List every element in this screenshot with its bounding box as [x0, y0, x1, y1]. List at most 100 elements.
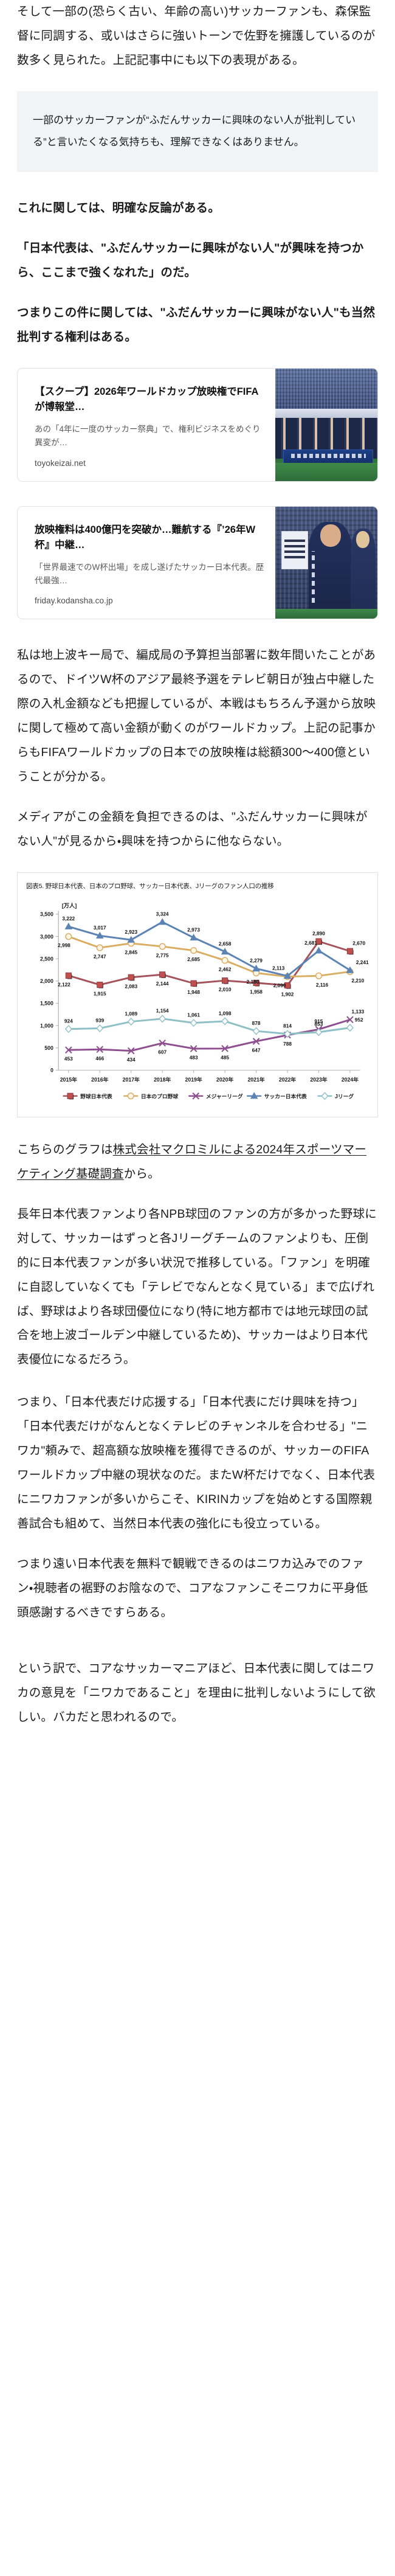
paragraph-fan-comparison: 長年日本代表ファンより各NPB球団のファンの方が多かった野球に対して、サッカーは…	[17, 1207, 377, 1367]
data-label: 788	[283, 1041, 292, 1047]
data-point-marker	[283, 971, 292, 979]
data-point-marker	[158, 918, 167, 925]
data-point-marker	[159, 1040, 166, 1047]
data-label: 952	[355, 1016, 363, 1022]
data-point-marker	[127, 1092, 134, 1100]
data-label: 2,775	[156, 952, 169, 958]
data-label: 2,462	[219, 966, 232, 972]
data-point-marker	[190, 980, 197, 987]
data-point-marker	[321, 1092, 329, 1100]
link-card-toyokeizai[interactable]: 【スクープ】2026年ワールドカップ放映権でFIFAが博報堂… あの「4年に一度…	[17, 367, 378, 482]
link-card-body: 【スクープ】2026年ワールドカップ放映権でFIFAが博報堂… あの「4年に一度…	[18, 369, 275, 481]
paragraph-niwaka-economics: つまり、「日本代表だけ応援する」「日本代表にだけ興味を持つ」「日本代表だけがなん…	[17, 1395, 376, 1531]
series-line	[67, 1018, 351, 1035]
legend-label: 日本のプロ野球	[141, 1092, 178, 1099]
data-point-marker	[346, 966, 354, 973]
link-card-friday[interactable]: 放映権料は400億円を突破か…難航する『’26年W杯』中継… 「世界最速でのW杯…	[17, 505, 378, 620]
chart-svg: 0 500 1,000 1,500 2,000 2,500 3,000 3,500 [万人] 20…	[40, 903, 369, 1100]
data-label: 1,089	[125, 1010, 137, 1016]
source-suffix: から。	[123, 1167, 160, 1181]
data-label: 1,154	[156, 1008, 169, 1014]
data-point-marker	[221, 948, 229, 955]
data-label: 915	[315, 1018, 323, 1024]
legend-item-サッカー日本代表: サッカー日本代表	[247, 1092, 307, 1099]
data-point-marker	[65, 972, 72, 979]
paragraph-rebuttal-line2: 「日本代表は、"ふだんサッカーに興味がない人"が興味を持つから、ここまで強くなれ…	[17, 241, 364, 279]
x-tick-label: 2016年	[91, 1076, 108, 1083]
data-label: 2,923	[125, 929, 137, 935]
data-label: 2,122	[58, 981, 70, 987]
link-card-description: 「世界最速でのW杯出場」を成し遂げたサッカー日本代表。歴代最強…	[35, 562, 264, 585]
x-tick-label: 2021年	[247, 1076, 264, 1083]
data-label: 2,670	[352, 940, 365, 946]
data-point-marker	[284, 982, 291, 988]
x-tick-label: 2017年	[123, 1076, 140, 1083]
blockquote-quote: 一部のサッカーファンが“ふだんサッカーに興味のない人が批判している”と言いたくな…	[17, 91, 378, 172]
macromill-survey-link[interactable]: 株式会社マクロミルによる2024年スポーツマーケティング基礎調査	[17, 1142, 367, 1181]
crowd-stand	[275, 368, 377, 411]
data-label: 2,845	[125, 949, 137, 955]
legend-label: 野球日本代表	[80, 1092, 112, 1099]
data-label: 1,948	[187, 989, 200, 995]
link-card-body: 放映権料は400億円を突破か…難航する『’26年W杯』中継… 「世界最速でのW杯…	[18, 507, 275, 619]
data-label: 1,133	[351, 1009, 364, 1015]
series-日本のプロ野球: 2,998 2,747 2,845 2,775 2,685 2,462 2,180 2,099…	[58, 933, 365, 988]
data-point-marker	[284, 1030, 292, 1038]
x-tick-label: 2024年	[342, 1076, 359, 1083]
data-point-marker	[252, 964, 260, 971]
series-line	[67, 940, 351, 987]
paragraph-rebuttal-line1: これに関しては、明確な反論がある。	[17, 201, 220, 215]
link-card-title: 【スクープ】2026年ワールドカップ放映権でFIFAが博報堂…	[35, 386, 259, 413]
data-point-marker	[159, 1015, 167, 1023]
x-tick-label: 2015年	[60, 1076, 77, 1083]
data-point-marker	[221, 1044, 228, 1052]
data-point-marker	[315, 938, 322, 945]
legend-label: メジャーリーグ	[206, 1092, 243, 1099]
data-label: 2,973	[187, 926, 200, 932]
data-label: 607	[158, 1049, 167, 1055]
legend-item-メジャーリーグ: メジャーリーグ	[188, 1092, 243, 1100]
series-line	[67, 1018, 351, 1052]
data-label: 853	[315, 1021, 323, 1027]
data-point-marker	[64, 1025, 72, 1033]
pitch-grass	[275, 608, 377, 619]
data-point-marker	[222, 977, 228, 984]
link-card-description: あの「4年に一度のサッカー祭典」で、権利ビジネスをめぐり異変が…	[35, 424, 261, 448]
data-point-marker	[127, 1047, 135, 1055]
article-page: そして一部の(恐らく古い、年齢の高い)サッカーファンも、森保監督に同調する、或い…	[17, 5, 378, 1724]
chart-canvas: 0 500 1,000 1,500 2,000 2,500 3,000 3,500 [万人] 20…	[24, 892, 371, 1111]
data-point-marker	[252, 1038, 260, 1045]
data-point-marker	[315, 972, 323, 979]
paragraph-gratitude: つまり遠い日本代表を無料で観戦できるのはニワカ込みでのファン・視聴者の裾野のお陰…	[17, 1557, 368, 1620]
data-label: 2,116	[316, 982, 329, 988]
data-label: 3,017	[94, 925, 106, 931]
legend-label: サッカー日本代表	[264, 1092, 307, 1099]
y-tick-label: 1,500	[40, 1001, 53, 1007]
data-point-marker	[97, 981, 103, 988]
y-tick-label: 2,500	[40, 956, 53, 962]
player-face	[355, 531, 369, 548]
jacket-stripe	[312, 551, 315, 603]
paragraph-broadcast-rights: 私は地上波キー局で、編成局の予算担当部署に数年間いたことがあるので、ドイツW杯の…	[17, 648, 376, 783]
link-card-title: 放映権料は400億円を突破か…難航する『’26年W杯』中継…	[35, 524, 256, 551]
data-point-marker	[95, 931, 104, 939]
link-card-domain: friday.kodansha.co.jp	[35, 596, 113, 606]
data-point-marker	[252, 1027, 260, 1035]
link-card-domain: toyokeizai.net	[35, 458, 86, 468]
data-label: 2,681	[304, 940, 317, 946]
series-Jリーグ: 924 939 1,089 1,154 1,061 1,098 878 814 853 952	[64, 1008, 363, 1038]
y-tick-label: 500	[44, 1045, 53, 1051]
y-tick-label: 1,000	[40, 1022, 53, 1029]
data-label: 2,685	[187, 956, 200, 962]
data-point-marker	[190, 1045, 197, 1052]
series-line	[67, 921, 351, 977]
paragraph-closing: という訳で、コアなサッカーマニアほど、日本代表に関してはニワカの意見を「ニワカで…	[17, 1662, 376, 1724]
data-point-marker	[221, 1017, 229, 1026]
data-label: 2,099	[273, 982, 286, 988]
team-banner	[283, 449, 374, 464]
data-label: 814	[283, 1022, 292, 1029]
link-card-thumbnail-stadium	[275, 368, 377, 481]
ad-board	[275, 409, 377, 419]
x-tick-label: 2022年	[279, 1076, 296, 1083]
banner-sign	[281, 531, 308, 569]
